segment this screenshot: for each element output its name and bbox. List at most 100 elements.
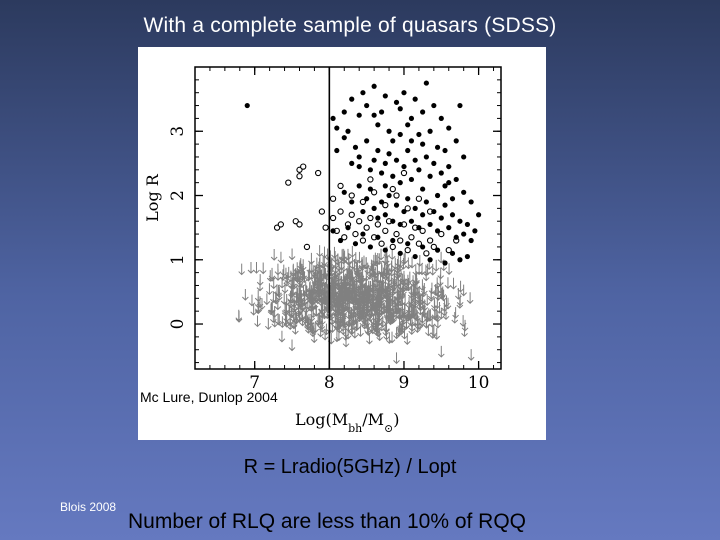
upper-limit-arrow	[459, 315, 467, 327]
upper-limit-arrow	[415, 298, 423, 310]
filled-circle-point	[341, 189, 347, 195]
open-circle-point	[370, 189, 378, 196]
footer-statement: Number of RLQ are less than 10% of RQQ	[128, 510, 527, 533]
upper-limit-arrow	[390, 273, 398, 286]
upper-limit-arrow	[370, 254, 378, 267]
filled-circle-point	[364, 138, 370, 144]
upper-limit-arrow	[385, 274, 393, 287]
upper-limit-arrow	[376, 304, 383, 316]
plot-frame	[194, 66, 502, 370]
upper-limit-arrow	[395, 301, 402, 314]
open-circle-point	[348, 211, 355, 218]
upper-limit-arrow	[355, 291, 363, 304]
open-circle-point	[314, 169, 322, 177]
upper-limit-arrow	[423, 294, 431, 306]
scatter-plot: 7 8 9 10 0 1 2 3 Log(Mbh/M⊙) Log R	[143, 66, 502, 435]
upper-limit-arrow	[352, 252, 360, 264]
upper-limit-arrow	[284, 272, 292, 284]
upper-limit-arrow	[299, 259, 307, 271]
upper-limit-arrow	[320, 292, 328, 305]
upper-limit-arrow	[419, 279, 426, 291]
upper-limit-arrow	[431, 300, 438, 312]
upper-limit-arrow	[444, 297, 452, 310]
open-circle-point	[382, 201, 389, 209]
upper-limit-arrow	[283, 274, 291, 287]
upper-limit-arrow	[437, 307, 445, 320]
upper-limit-arrow	[356, 310, 363, 323]
upper-limit-arrow	[316, 312, 323, 325]
upper-limit-arrow	[461, 325, 468, 338]
slide-title: With a complete sample of quasars (SDSS)	[143, 14, 557, 37]
filled-circle-point	[371, 83, 377, 89]
open-circle-point	[408, 234, 415, 241]
upper-limit-arrow	[335, 318, 342, 331]
upper-limit-arrow	[348, 278, 356, 291]
upper-limit-arrow	[254, 290, 262, 302]
filled-circle-point	[378, 170, 385, 176]
upper-limit-arrow	[419, 311, 426, 324]
upper-limit-arrow	[295, 295, 303, 307]
filled-circle-point	[375, 215, 381, 221]
filled-circle-point	[349, 199, 355, 205]
upper-limit-arrow	[401, 327, 408, 340]
open-circle-point	[300, 163, 307, 170]
upper-limit-arrow	[393, 352, 400, 365]
open-circle-point	[415, 240, 423, 247]
upper-limit-arrow	[434, 289, 442, 301]
upper-limit-arrow	[366, 268, 374, 280]
upper-limit-arrow	[436, 274, 444, 287]
open-circle-point	[352, 230, 359, 238]
upper-limit-arrow	[452, 307, 459, 319]
filled-circle-point	[464, 253, 471, 260]
upper-limit-arrow	[396, 318, 403, 331]
filled-circle-point	[442, 260, 448, 266]
upper-limit-arrow	[331, 272, 338, 284]
upper-limit-arrow	[365, 324, 372, 336]
upper-limit-arrow	[268, 267, 276, 280]
filled-circle-point	[449, 196, 456, 202]
filled-circle-point	[442, 147, 448, 154]
upper-limit-arrow	[321, 328, 329, 341]
upper-limit-arrow	[271, 306, 278, 318]
upper-limit-arrow	[396, 260, 404, 272]
open-circle-point	[367, 176, 374, 183]
upper-limit-arrow	[345, 314, 353, 327]
upper-limit-arrow	[274, 313, 282, 325]
upper-limit-arrow	[408, 323, 416, 335]
upper-limit-arrow	[401, 278, 409, 291]
filled-circle-point	[434, 228, 441, 234]
filled-circle-point	[390, 138, 396, 144]
filled-circle-point	[349, 160, 355, 166]
upper-limit-arrow	[299, 314, 306, 327]
upper-limit-arrow	[255, 301, 263, 314]
filled-circle-point	[341, 109, 347, 115]
filled-circle-point	[423, 154, 429, 160]
filled-circle-point	[375, 122, 381, 128]
upper-limit-arrow	[372, 298, 380, 310]
filled-circle-point	[416, 225, 422, 231]
upper-limit-arrow	[444, 277, 452, 289]
upper-limit-arrow	[362, 297, 370, 310]
upper-limit-arrow	[259, 262, 267, 275]
y-tick-label: 0	[168, 319, 188, 330]
upper-limit-arrow	[315, 261, 323, 274]
filled-circle-point	[378, 199, 385, 205]
upper-limit-arrow	[333, 312, 341, 325]
x-tick-label: 8	[324, 373, 335, 393]
open-circle-point	[341, 234, 348, 241]
upper-limit-arrow	[422, 269, 430, 282]
open-circle-point	[367, 214, 374, 222]
upper-limit-arrow	[428, 282, 436, 295]
upper-limit-arrow	[396, 308, 404, 320]
upper-limit-arrow	[303, 285, 311, 298]
open-circle-point	[337, 208, 344, 215]
upper-limit-arrow	[386, 332, 393, 344]
filled-circle-point	[416, 167, 422, 173]
filled-circle-point	[334, 125, 340, 131]
upper-limit-arrow	[274, 263, 282, 276]
filled-circle-point	[390, 237, 396, 244]
upper-limit-arrows	[235, 245, 475, 365]
open-circle-point	[318, 208, 326, 215]
upper-limit-arrow	[433, 328, 441, 340]
filled-circle-point	[360, 90, 366, 96]
